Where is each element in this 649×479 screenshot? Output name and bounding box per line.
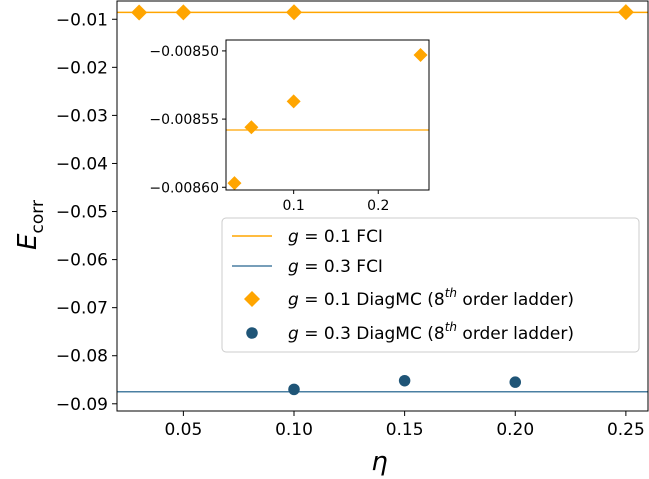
legend-label-italic: g [288,290,299,310]
legend-label-0: g = 0.1 FCI [288,227,383,247]
legend-label-tail: order ladder) [457,290,574,310]
legend-label-italic: g [288,324,299,344]
inset-y-tick-label: −0.00860 [149,180,219,196]
inset-x-tick-label: 0.1 [283,198,305,214]
legend-label-text: = 0.3 DiagMC (8 [299,324,445,344]
x-tick-label: 0.25 [607,420,645,440]
inset-y-tick-label: −0.00855 [149,112,219,128]
y-tick-label: −0.06 [56,251,108,271]
legend-label-3: g = 0.3 DiagMC (8th order ladder) [288,320,574,344]
x-tick-label: 0.05 [164,420,202,440]
y-tick-label: −0.03 [56,106,108,126]
y-tick-label: −0.04 [56,154,108,174]
data-point-series1-2 [509,376,522,388]
inset-data-point-3 [413,48,428,62]
main-axes-frame [116,0,649,412]
y-axis-label-main: E [13,233,43,250]
y-tick-label: −0.02 [56,58,108,78]
data-point-series1-1 [398,374,411,387]
inset-background [226,40,429,190]
y-axis-label-sub: corr [28,200,48,233]
legend-label-italic: g [288,257,299,277]
data-point-series1-0 [288,383,300,396]
x-tick-label: 0.15 [386,420,424,440]
inset-axes-frame [225,39,430,191]
data-point-series0-0 [131,4,148,21]
legend-label-text: = 0.3 FCI [299,257,383,277]
data-point-series0-3 [617,4,634,21]
data-point-series0-1 [175,4,192,21]
y-tick-label: −0.05 [56,203,108,223]
legend-marker-handle [246,327,258,339]
inset-x-tick-label: 0.2 [367,198,389,214]
legend-label-1: g = 0.3 FCI [288,257,383,277]
x-axis-label: η [371,447,387,477]
legend-label-sup: th [445,286,457,300]
legend-label-italic: g [288,227,299,247]
inset-data-point-2 [286,94,301,109]
legend-box [221,217,640,353]
y-tick-label: −0.08 [56,347,108,367]
inset-data-point-0 [227,176,242,191]
inset-data-point-1 [244,120,259,135]
y-tick-label: −0.09 [56,395,108,415]
inset-y-tick-label: −0.00850 [149,44,219,60]
legend-marker-handle [244,291,260,307]
x-tick-label: 0.20 [496,420,534,440]
legend-label-sup: th [445,320,457,334]
x-tick-label: 0.10 [275,420,313,440]
y-axis-label: Ecorr [13,200,48,250]
y-tick-label: −0.01 [56,10,108,30]
legend-label-tail: order ladder) [457,324,574,344]
legend-label-text: = 0.1 FCI [299,227,383,247]
legend-label-text: = 0.1 DiagMC (8 [299,290,445,310]
y-tick-label: −0.07 [56,299,108,319]
inset-plot: 0.1 0.2 −0.00850 −0.00855 −0.00860 [149,39,430,214]
main-plot: 0.05 0.10 0.15 0.20 0.25 −0.01 −0.02 −0.03 −0.04… [13,0,649,477]
legend-label-2: g = 0.1 DiagMC (8th order ladder) [288,286,574,310]
data-point-series0-2 [286,4,302,21]
